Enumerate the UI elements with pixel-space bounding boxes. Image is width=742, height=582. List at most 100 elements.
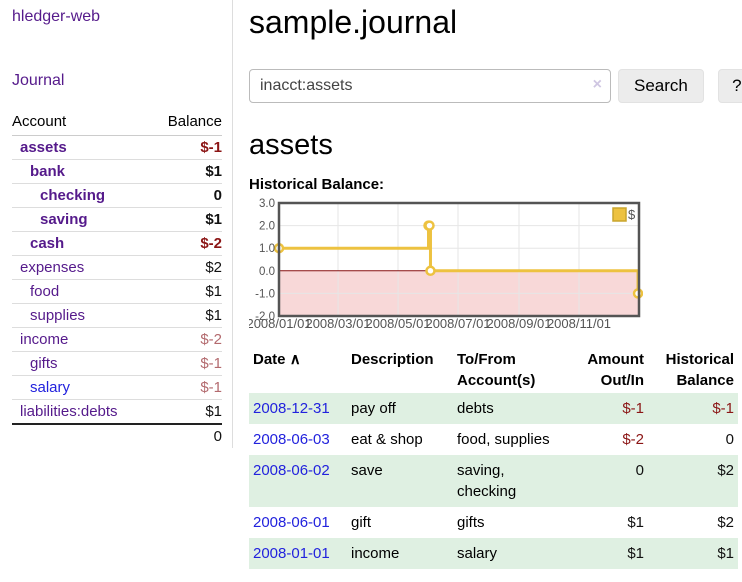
transaction-balance: $-1 xyxy=(648,393,738,424)
transaction-amount: $1 xyxy=(563,538,648,569)
y-axis-tick-label: -2.0 xyxy=(255,311,275,323)
sidebar-account-link-bank[interactable]: bank xyxy=(30,163,66,180)
account-row: salary $-1 xyxy=(12,375,222,400)
register-row: 2008-01-01 income salary $1 $1 xyxy=(249,538,738,569)
transaction-date-link[interactable]: 2008-01-01 xyxy=(253,545,330,562)
y-axis-tick-label: -1.0 xyxy=(255,288,275,300)
help-button[interactable]: ? xyxy=(717,69,742,103)
register-header-amount: Amount Out/In xyxy=(587,351,644,389)
account-row: saving $1 xyxy=(12,207,222,232)
sidebar-item-journal[interactable]: Journal xyxy=(12,72,65,89)
transaction-date: 2008-12-31 xyxy=(249,393,347,424)
sidebar-account-link-liabilities-debts[interactable]: liabilities:debts xyxy=(20,403,118,420)
account-balance: $1 xyxy=(150,399,222,424)
transaction-accounts: debts xyxy=(453,393,563,424)
main-content: sample.journal × Search ? assets Histori… xyxy=(233,0,742,579)
search-button[interactable]: Search xyxy=(618,69,704,103)
sidebar-account-link-food[interactable]: food xyxy=(30,283,60,300)
sidebar-account-link-gifts[interactable]: gifts xyxy=(30,355,58,372)
account-row: food $1 xyxy=(12,279,222,304)
account-balance: $1 xyxy=(150,279,222,304)
account-balance: $1 xyxy=(150,303,222,328)
register-row: 2008-12-31 pay off debts $-1 $-1 xyxy=(249,393,738,424)
x-axis-tick-label: 2008/05/01 xyxy=(365,316,430,331)
clear-search-icon[interactable]: × xyxy=(592,76,602,93)
historical-balance-chart[interactable]: $3.0 2.0 1.0 0.0 -1.0 -2.0 2008/01/01 2008/03/0… xyxy=(249,197,643,331)
sidebar-account-link-supplies[interactable]: supplies xyxy=(30,307,86,324)
transaction-date: 2008-06-01 xyxy=(249,507,347,538)
account-balance: 0 xyxy=(150,183,222,208)
transaction-balance: $2 xyxy=(717,514,734,531)
accounts-table: Account Balance assets $-1 bank $1 checking 0… xyxy=(12,110,222,448)
sidebar-account-link-saving[interactable]: saving xyxy=(40,211,88,228)
y-axis-tick-label: 2.0 xyxy=(259,221,275,233)
transaction-amount: $-1 xyxy=(563,393,648,424)
sidebar-account-link-expenses[interactable]: expenses xyxy=(20,259,85,276)
transaction-accounts: gifts xyxy=(457,514,485,531)
accounts-total-balance: 0 xyxy=(150,423,222,448)
search-form: × Search ? xyxy=(249,69,742,103)
x-axis-tick-label: 2008/01/01 xyxy=(249,316,312,331)
register-header-description: Description xyxy=(351,351,434,368)
y-axis-tick-label: 1.0 xyxy=(259,243,275,255)
transaction-accounts: salary xyxy=(453,538,563,569)
y-axis-tick-label: 0.0 xyxy=(259,266,275,278)
app-title-link[interactable]: hledger-web xyxy=(12,8,101,25)
account-heading: assets xyxy=(249,129,333,161)
register-table: Date ∧ Description To/From Account(s) Am… xyxy=(249,347,738,569)
page-title: sample.journal xyxy=(249,4,458,40)
transaction-accounts: saving, checking xyxy=(453,455,563,507)
legend-label: $ xyxy=(628,207,636,222)
transaction-amount: 0 xyxy=(563,455,648,507)
sidebar-account-link-cash[interactable]: cash xyxy=(30,235,65,252)
register-header-date[interactable]: Date ∧ xyxy=(249,347,347,393)
account-balance: $-1 xyxy=(200,139,222,156)
transaction-date: 2008-06-02 xyxy=(249,455,347,507)
account-row: supplies $1 xyxy=(12,303,222,328)
transaction-date-link[interactable]: 2008-12-31 xyxy=(253,400,330,417)
transaction-date-link[interactable]: 2008-06-01 xyxy=(253,514,330,531)
transaction-date-link[interactable]: 2008-06-03 xyxy=(253,431,330,448)
transaction-amount: $1 xyxy=(627,514,644,531)
transaction-description: save xyxy=(347,455,453,507)
account-row: checking 0 xyxy=(12,183,222,208)
account-row: income $-2 xyxy=(12,327,222,352)
transaction-description: gift xyxy=(351,514,372,531)
account-balance: $1 xyxy=(150,159,222,184)
sidebar-account-link-assets[interactable]: assets xyxy=(20,139,67,156)
account-row: assets $-1 xyxy=(12,136,222,160)
transaction-date: 2008-06-03 xyxy=(249,424,347,455)
account-row: bank $1 xyxy=(12,159,222,184)
account-balance: $-1 xyxy=(150,351,222,376)
register-header-balance: Historical Balance xyxy=(665,351,734,389)
x-axis-tick-label: 2008/09/01 xyxy=(486,316,551,331)
account-balance: $-1 xyxy=(150,375,222,400)
sort-ascending-icon: ∧ xyxy=(289,351,301,368)
account-balance: $1 xyxy=(150,207,222,232)
account-row: gifts $-1 xyxy=(12,351,222,376)
sidebar: hledger-web Journal Account Balance asse… xyxy=(0,0,233,448)
sidebar-account-link-checking[interactable]: checking xyxy=(40,187,106,204)
transaction-accounts: food, supplies xyxy=(457,431,550,448)
account-balance: $2 xyxy=(150,255,222,280)
accounts-total-row: 0 xyxy=(12,423,222,448)
legend-swatch xyxy=(612,207,627,222)
transaction-date-link[interactable]: 2008-06-02 xyxy=(253,462,330,479)
account-balance: $-2 xyxy=(150,327,222,352)
account-row: cash $-2 xyxy=(12,231,222,256)
search-input[interactable] xyxy=(249,69,611,103)
x-axis-tick-label: 2008/07/01 xyxy=(425,316,490,331)
chart-title: Historical Balance: xyxy=(249,176,385,193)
sidebar-account-link-salary[interactable]: salary xyxy=(30,379,71,396)
y-axis-tick-label: 3.0 xyxy=(259,198,275,210)
transaction-description: pay off xyxy=(347,393,453,424)
sidebar-account-link-income[interactable]: income xyxy=(20,331,69,348)
transaction-balance: $2 xyxy=(648,455,738,507)
accounts-header-balance: Balance xyxy=(150,110,222,136)
x-axis-tick-label: 2008/11/01 xyxy=(547,316,611,331)
register-header-accounts: To/From Account(s) xyxy=(457,351,536,389)
transaction-balance: 0 xyxy=(725,431,734,448)
account-row: liabilities:debts $1 xyxy=(12,399,222,424)
account-balance: $-2 xyxy=(150,231,222,256)
